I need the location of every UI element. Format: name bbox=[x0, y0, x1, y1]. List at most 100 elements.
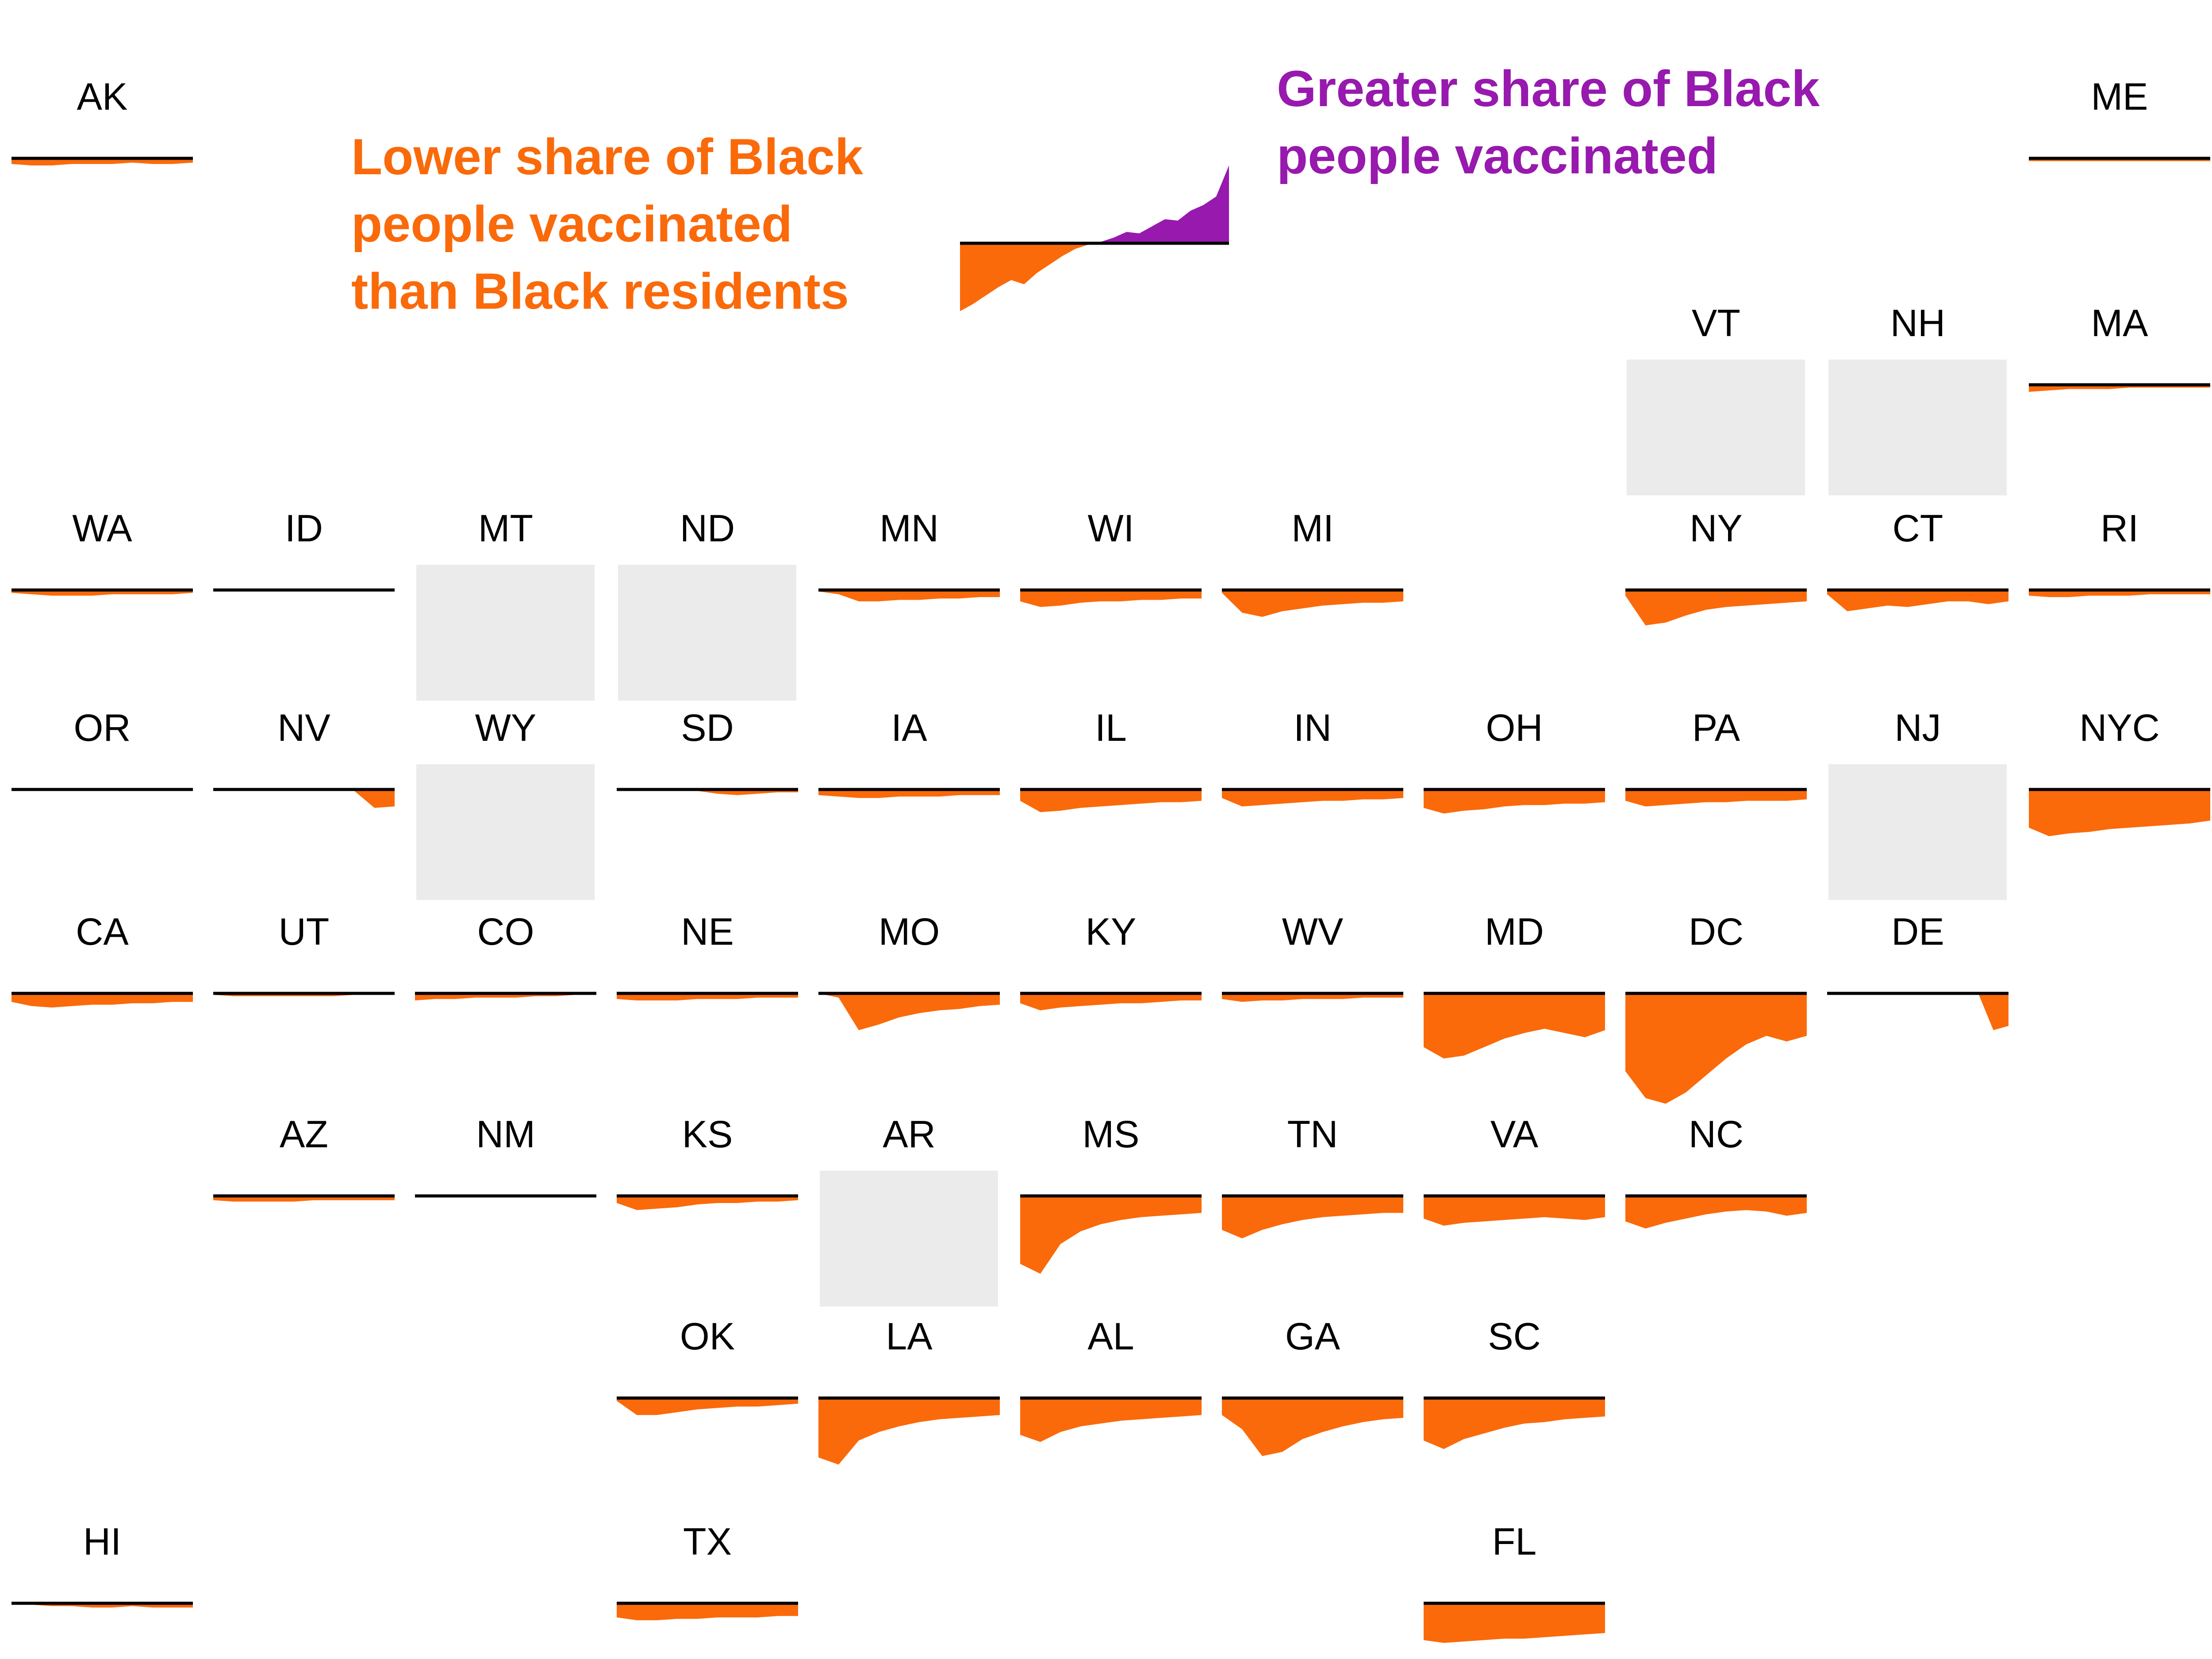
sparkline-DC bbox=[1625, 992, 1807, 1104]
no-data-box-VT bbox=[1627, 360, 1805, 495]
deficit-area bbox=[1222, 1398, 1403, 1456]
deficit-area bbox=[1625, 789, 1807, 807]
sparkline-MD bbox=[1424, 992, 1605, 1059]
state-label-OR: OR bbox=[73, 707, 131, 749]
state-tile-NM: NM bbox=[415, 1108, 596, 1321]
state-label-ID: ID bbox=[285, 507, 323, 550]
sparkline-WA bbox=[12, 588, 193, 596]
deficit-area bbox=[1020, 789, 1202, 812]
deficit-area bbox=[617, 993, 798, 1000]
deficit-area bbox=[1827, 993, 2008, 1031]
state-tile-AK: AK bbox=[12, 71, 193, 283]
state-tile-MA: MA bbox=[2029, 297, 2210, 510]
deficit-area bbox=[213, 789, 395, 808]
deficit-area bbox=[1222, 993, 1403, 1002]
legend-sample-sparkline bbox=[960, 165, 1229, 311]
state-tile-SC: SC bbox=[1424, 1310, 1605, 1523]
legend-lower-label: Lower share of Black people vaccinated t… bbox=[351, 129, 863, 320]
state-label-VA: VA bbox=[1490, 1113, 1539, 1156]
sparkline-PA bbox=[1625, 788, 1807, 807]
sparkline-DE bbox=[1827, 992, 2008, 1031]
deficit-area bbox=[617, 1398, 798, 1415]
deficit-area bbox=[818, 1398, 1000, 1465]
sparkline-NY bbox=[1625, 588, 1807, 625]
deficit-area bbox=[818, 590, 1000, 602]
deficit-area bbox=[1424, 1398, 1605, 1449]
state-tile-IL: IL bbox=[1020, 702, 1202, 914]
state-label-FL: FL bbox=[1492, 1521, 1537, 1563]
sparkline-ID bbox=[213, 588, 395, 592]
state-label-TX: TX bbox=[683, 1521, 732, 1563]
sparkline-AZ bbox=[213, 1194, 395, 1202]
deficit-area bbox=[1827, 590, 2008, 611]
state-label-MA: MA bbox=[2091, 302, 2148, 345]
state-tile-WI: WI bbox=[1020, 502, 1202, 715]
sparkline-CT bbox=[1827, 588, 2008, 611]
state-label-PA: PA bbox=[1692, 707, 1740, 749]
state-label-DE: DE bbox=[1891, 911, 1944, 953]
state-label-AR: AR bbox=[883, 1113, 936, 1156]
state-label-HI: HI bbox=[83, 1521, 121, 1563]
sparkline-CA bbox=[12, 992, 193, 1008]
sparkline-IL bbox=[1020, 788, 1202, 812]
state-tile-NJ: NJ bbox=[1827, 702, 2008, 914]
state-tile-NV: NV bbox=[213, 702, 395, 914]
state-label-KS: KS bbox=[682, 1113, 733, 1156]
state-label-MD: MD bbox=[1485, 911, 1544, 953]
sparkline-IA bbox=[818, 788, 1000, 798]
deficit-area bbox=[1424, 993, 1605, 1059]
deficit-area bbox=[1424, 1196, 1605, 1226]
sparkline-IN bbox=[1222, 788, 1403, 807]
sparkline-HI bbox=[12, 1602, 193, 1608]
state-label-KY: KY bbox=[1085, 911, 1137, 953]
state-tile-DC: DC bbox=[1625, 906, 1807, 1118]
sparkline-CO bbox=[415, 992, 596, 1000]
deficit-area bbox=[1020, 993, 1202, 1011]
sparkline-MN bbox=[818, 588, 1000, 602]
no-data-box-NH bbox=[1828, 360, 2007, 495]
state-tile-ND: ND bbox=[617, 502, 798, 715]
sparkline-TN bbox=[1222, 1194, 1403, 1238]
state-label-CA: CA bbox=[76, 911, 129, 953]
sparkline-SC bbox=[1424, 1396, 1605, 1449]
state-tile-TX: TX bbox=[617, 1516, 798, 1659]
sparkline-NV bbox=[213, 788, 395, 808]
state-tile-NH: NH bbox=[1827, 297, 2008, 510]
state-label-AL: AL bbox=[1087, 1315, 1134, 1358]
sparkline-OH bbox=[1424, 788, 1605, 814]
state-label-AK: AK bbox=[77, 76, 128, 118]
sparkline-OR bbox=[12, 788, 193, 791]
sparkline-KS bbox=[617, 1194, 798, 1210]
deficit-area bbox=[818, 993, 1000, 1031]
state-tile-IN: IN bbox=[1222, 702, 1403, 914]
deficit-area bbox=[617, 1196, 798, 1210]
state-tile-SD: SD bbox=[617, 702, 798, 914]
deficit-area bbox=[1424, 1603, 1605, 1643]
deficit-area bbox=[12, 993, 193, 1008]
state-tile-MD: MD bbox=[1424, 906, 1605, 1118]
state-label-IN: IN bbox=[1294, 707, 1332, 749]
deficit-area bbox=[818, 789, 1000, 798]
sparkline-WV bbox=[1222, 992, 1403, 1002]
state-tile-OK: OK bbox=[617, 1310, 798, 1523]
state-tile-AL: AL bbox=[1020, 1310, 1202, 1523]
legend-greater-label: Greater share of Black people vaccinated bbox=[1277, 61, 1820, 184]
state-label-NJ: NJ bbox=[1894, 707, 1941, 749]
sparkline-MI bbox=[1222, 588, 1403, 617]
state-tile-VA: VA bbox=[1424, 1108, 1605, 1321]
state-label-MI: MI bbox=[1291, 507, 1334, 550]
state-tile-NC: NC bbox=[1625, 1108, 1807, 1321]
sparkline-WI bbox=[1020, 588, 1202, 607]
state-tile-ID: ID bbox=[213, 502, 395, 715]
state-label-DC: DC bbox=[1688, 911, 1744, 953]
state-label-MT: MT bbox=[478, 507, 534, 550]
state-label-VT: VT bbox=[1692, 302, 1740, 345]
state-tile-DE: DE bbox=[1827, 906, 2008, 1118]
state-label-MS: MS bbox=[1082, 1113, 1140, 1156]
deficit-area bbox=[2029, 590, 2210, 597]
deficit-area bbox=[1222, 1196, 1403, 1238]
state-tile-WA: WA bbox=[12, 502, 193, 715]
state-label-NV: NV bbox=[277, 707, 330, 749]
deficit-area bbox=[1625, 993, 1807, 1104]
state-tile-TN: TN bbox=[1222, 1108, 1403, 1321]
